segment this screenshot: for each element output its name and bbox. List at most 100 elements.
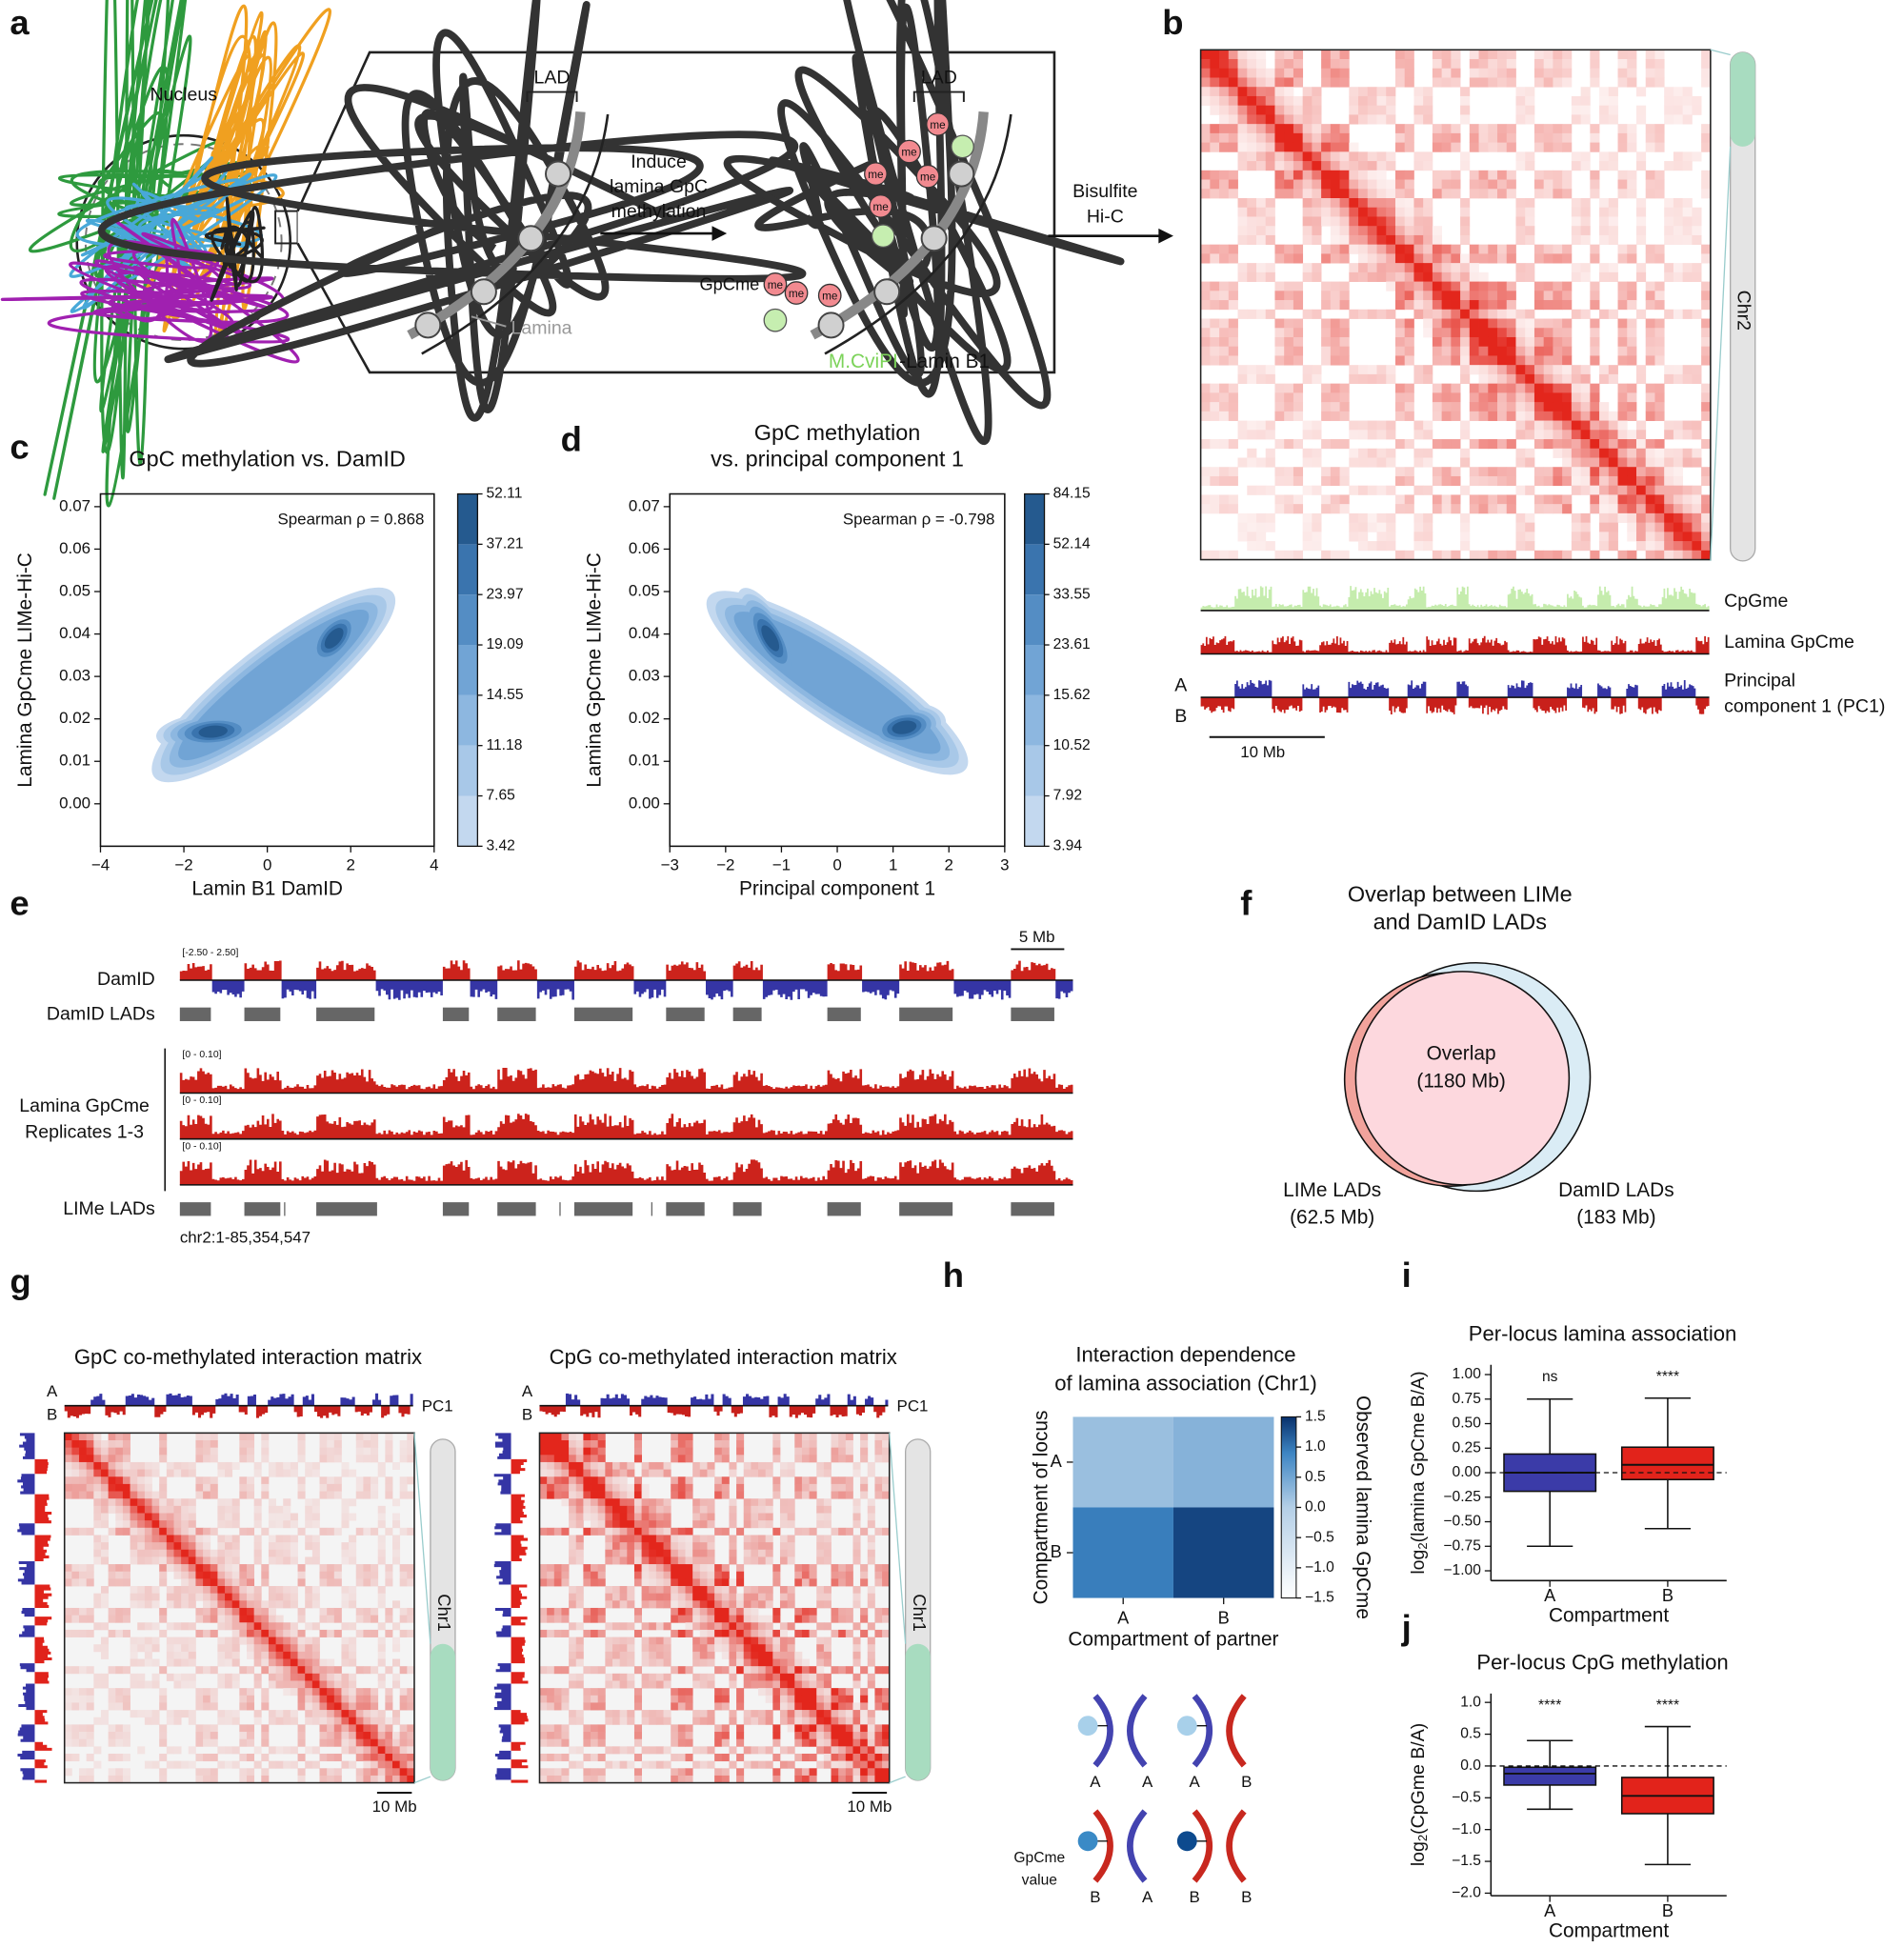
matrix-cell	[1701, 550, 1712, 560]
matrix-cell	[1210, 467, 1220, 477]
matrix-cell	[1367, 170, 1377, 180]
matrix-cell	[561, 1439, 570, 1449]
matrix-cell	[627, 1527, 635, 1536]
matrix-cell	[852, 1556, 861, 1565]
matrix-cell	[1515, 420, 1526, 431]
matrix-cell	[743, 1622, 752, 1631]
matrix-cell	[1312, 420, 1322, 431]
matrix-cell	[1284, 179, 1294, 190]
matrix-cell	[1627, 439, 1637, 450]
matrix-cell	[1627, 475, 1637, 487]
matrix-cell	[407, 1615, 415, 1623]
matrix-cell	[159, 1527, 168, 1536]
matrix-cell	[1376, 309, 1387, 319]
matrix-cell	[341, 1673, 350, 1681]
matrix-cell	[159, 1447, 168, 1456]
matrix-cell	[845, 1724, 853, 1733]
matrix-cell	[765, 1746, 773, 1755]
matrix-cell	[729, 1513, 737, 1521]
matrix-cell	[633, 1629, 642, 1637]
matrix-cell	[246, 1447, 255, 1456]
matrix-cell	[1617, 475, 1628, 487]
matrix-cell	[1423, 365, 1433, 375]
matrix-cell	[399, 1491, 408, 1499]
matrix-cell	[1553, 318, 1563, 329]
matrix-cell	[122, 1483, 130, 1492]
matrix-cell	[1590, 448, 1600, 458]
label: Lamin B1 DamID	[191, 877, 343, 899]
matrix-cell	[867, 1680, 875, 1689]
matrix-cell	[1228, 114, 1238, 125]
matrix-cell	[816, 1717, 825, 1725]
matrix-cell	[838, 1768, 847, 1777]
matrix-cell	[1682, 420, 1693, 431]
matrix-cell	[1533, 383, 1545, 393]
matrix-cell	[649, 1469, 657, 1477]
matrix-cell	[181, 1469, 190, 1477]
matrix-cell	[801, 1433, 810, 1441]
matrix-cell	[765, 1469, 773, 1477]
matrix-cell	[553, 1607, 562, 1617]
matrix-cell	[1645, 550, 1655, 560]
matrix-cell	[1533, 77, 1545, 88]
matrix-cell	[355, 1702, 364, 1711]
matrix-cell	[569, 1447, 577, 1456]
label: (1180 Mb)	[1416, 1070, 1505, 1092]
matrix-cell	[1247, 132, 1257, 144]
matrix-cell	[743, 1520, 752, 1529]
matrix-cell	[173, 1746, 182, 1755]
matrix-cell	[699, 1629, 708, 1637]
matrix-cell	[583, 1629, 591, 1637]
matrix-cell	[1664, 430, 1674, 440]
matrix-cell	[1701, 253, 1712, 264]
matrix-cell	[1553, 328, 1563, 338]
matrix-cell	[765, 1695, 773, 1703]
matrix-cell	[1673, 216, 1684, 227]
matrix-cell	[333, 1666, 342, 1675]
matrix-cell	[1701, 132, 1712, 144]
matrix-cell	[838, 1578, 847, 1587]
chromatin	[204, 196, 266, 302]
matrix-cell	[319, 1658, 328, 1667]
matrix-cell	[333, 1433, 342, 1441]
matrix-cell	[159, 1571, 168, 1579]
matrix-cell	[327, 1564, 335, 1573]
matrix-cell	[649, 1644, 657, 1653]
matrix-cell	[1525, 346, 1535, 356]
matrix-cell	[1543, 291, 1553, 301]
matrix-cell	[1394, 263, 1406, 273]
matrix-cell	[1692, 309, 1702, 319]
matrix-cell	[1645, 383, 1655, 393]
lad-bar	[899, 1007, 953, 1021]
matrix-cell	[1543, 50, 1553, 60]
matrix-cell	[1274, 244, 1285, 254]
matrix-cell	[765, 1461, 773, 1470]
matrix-cell	[283, 1586, 291, 1595]
matrix-cell	[311, 1760, 320, 1769]
matrix-cell	[721, 1600, 730, 1609]
matrix-cell	[1219, 494, 1230, 505]
matrix-cell	[852, 1680, 861, 1689]
matrix-cell	[407, 1746, 415, 1755]
matrix-cell	[1339, 300, 1350, 311]
matrix-cell	[283, 1651, 291, 1659]
matrix-cell	[1358, 179, 1369, 190]
matrix-cell	[261, 1571, 270, 1579]
matrix-cell	[867, 1738, 875, 1747]
matrix-cell	[714, 1578, 723, 1587]
matrix-cell	[290, 1680, 298, 1689]
matrix-cell	[377, 1768, 386, 1777]
matrix-cell	[290, 1717, 298, 1725]
matrix-cell	[86, 1688, 94, 1697]
matrix-cell	[1497, 373, 1508, 385]
matrix-cell	[1441, 300, 1452, 311]
matrix-cell	[100, 1439, 110, 1449]
matrix-cell	[1210, 105, 1220, 115]
matrix-cell	[707, 1593, 715, 1601]
matrix-cell	[239, 1622, 248, 1631]
matrix-cell	[751, 1469, 759, 1477]
matrix-cell	[181, 1564, 190, 1573]
matrix-cell	[575, 1505, 584, 1514]
matrix-cell	[268, 1461, 276, 1470]
matrix-cell	[115, 1753, 124, 1762]
